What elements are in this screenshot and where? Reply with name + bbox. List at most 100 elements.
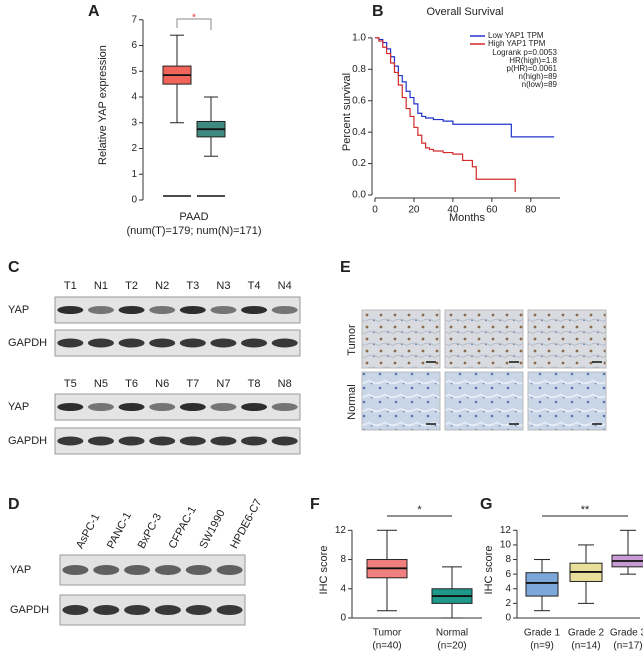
- x-label: PAAD: [179, 211, 208, 223]
- band: [118, 436, 145, 446]
- significance: *: [417, 504, 422, 516]
- x-tick-label: Grade 1: [524, 628, 561, 639]
- y-tick-label: 0.6: [352, 95, 366, 106]
- row-label: GAPDH: [8, 337, 47, 349]
- ihc-image: [361, 309, 441, 369]
- y-tick-label: 12: [335, 525, 347, 536]
- band: [241, 436, 268, 446]
- blot-strip: [59, 594, 246, 626]
- band: [149, 306, 176, 314]
- y-tick-label: 4: [131, 92, 137, 103]
- row-label: YAP: [8, 304, 29, 316]
- band: [124, 565, 151, 575]
- legend-label: High YAP1 TPM: [488, 39, 546, 48]
- y-tick-label: 1.0: [352, 32, 366, 43]
- x-tick-label: Normal: [436, 628, 468, 639]
- y-tick-label: 0: [131, 195, 137, 206]
- annotation: HR(high)=1.8: [509, 56, 557, 65]
- annotation: n(high)=89: [519, 72, 558, 81]
- band: [149, 338, 176, 348]
- band: [210, 338, 237, 348]
- row-label: YAP: [10, 564, 31, 576]
- ihc-image: [444, 371, 524, 431]
- x-tick-label: Grade 2: [568, 628, 605, 639]
- lane-label: N6: [155, 378, 169, 390]
- y-tick-label: 12: [500, 525, 512, 536]
- lane-label: SW1990: [197, 508, 227, 551]
- x-tick-label: 0: [372, 205, 378, 216]
- blot-strip: [59, 554, 246, 586]
- x-tick-note: (n=20): [437, 641, 466, 652]
- band: [216, 605, 243, 615]
- lane-label: N3: [216, 280, 230, 292]
- x-tick-note: (n=14): [571, 641, 600, 652]
- band: [57, 306, 84, 314]
- row-label: GAPDH: [8, 435, 47, 447]
- lane-label: T3: [186, 280, 199, 292]
- y-tick-label: 4: [505, 583, 511, 594]
- y-tick-label: 5: [131, 66, 137, 77]
- significance: **: [581, 504, 590, 516]
- x-tick-label: 60: [486, 205, 498, 216]
- panel-letter: F: [310, 496, 320, 513]
- panel-letter: D: [8, 496, 20, 513]
- lane-label: T2: [125, 280, 138, 292]
- band: [210, 403, 237, 411]
- lane-label: N7: [216, 378, 230, 390]
- band: [93, 605, 120, 615]
- band: [179, 338, 206, 348]
- band: [216, 565, 243, 575]
- annotation: n(low)=89: [522, 80, 558, 89]
- band: [210, 306, 237, 314]
- x-tick-label: 80: [525, 205, 537, 216]
- survival-curve: [375, 37, 516, 192]
- legend-label: Low YAP1 TPM: [488, 31, 544, 40]
- lane-label: N1: [94, 280, 108, 292]
- band: [124, 605, 151, 615]
- row-label: GAPDH: [10, 604, 49, 616]
- band: [87, 306, 114, 314]
- lane-label: HPDE6-C7: [228, 497, 264, 551]
- lane-label: CFPAC-1: [167, 504, 199, 550]
- x-tick-note: (n=17): [613, 641, 642, 652]
- band: [87, 436, 114, 446]
- x-note: (num(T)=179; num(N)=171): [126, 225, 261, 237]
- ihc-image: [444, 309, 524, 369]
- survival-curve: [375, 37, 555, 138]
- band: [154, 605, 181, 615]
- lane-label: BxPC-3: [136, 512, 164, 551]
- band: [93, 565, 120, 575]
- lane-label: AsPC-1: [74, 512, 102, 551]
- band: [149, 436, 176, 446]
- y-tick-label: 8: [505, 554, 511, 565]
- row-label: Normal: [346, 384, 358, 419]
- band: [185, 605, 212, 615]
- band: [62, 605, 89, 615]
- row-label: YAP: [8, 401, 29, 413]
- band: [241, 338, 268, 348]
- box: [525, 572, 559, 597]
- band: [241, 403, 268, 411]
- y-tick-label: 7: [131, 14, 137, 25]
- y-tick-label: 10: [500, 540, 512, 551]
- lane-label: T5: [64, 378, 77, 390]
- band: [57, 338, 84, 348]
- significance-bracket: [176, 18, 212, 30]
- lane-label: N5: [94, 378, 108, 390]
- x-tick-label: 40: [447, 205, 459, 216]
- y-axis-label: IHC score: [318, 546, 330, 595]
- band: [179, 436, 206, 446]
- panel-letter: B: [372, 3, 384, 20]
- y-tick-label: 0.8: [352, 64, 366, 75]
- lane-label: N8: [278, 378, 292, 390]
- ihc-image: [361, 371, 441, 431]
- band: [118, 306, 145, 314]
- lane-label: T8: [248, 378, 261, 390]
- y-axis-label: IHC score: [483, 546, 495, 595]
- y-tick-label: 4: [340, 583, 346, 594]
- y-tick-label: 2: [131, 143, 137, 154]
- band: [241, 306, 268, 314]
- y-tick-label: 0.4: [352, 127, 366, 138]
- band: [118, 338, 145, 348]
